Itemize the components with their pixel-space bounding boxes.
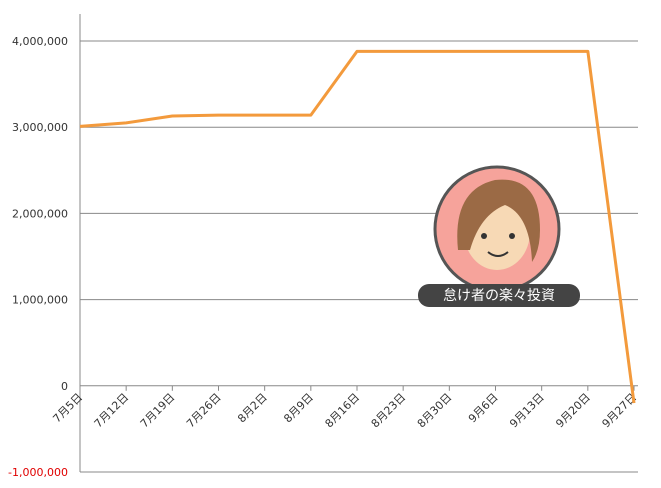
x-tick-label: 9月20日: [553, 391, 593, 431]
x-tick-label: 8月30日: [415, 391, 455, 431]
avatar-hair: [457, 179, 540, 262]
watermark: 怠け者の楽々投資: [418, 165, 580, 307]
x-tick-label: 8月9日: [281, 391, 316, 426]
y-tick-label: 4,000,000: [12, 35, 68, 48]
x-tick-label: 8月16日: [323, 391, 363, 431]
avatar-eye: [481, 233, 487, 239]
x-tick-label: 9月6日: [466, 391, 501, 426]
avatar-mouth: [487, 251, 509, 257]
x-tick-label: 7月12日: [92, 391, 132, 431]
avatar-eye: [509, 233, 515, 239]
y-tick-label: 2,000,000: [12, 207, 68, 220]
y-tick-label: 0: [61, 380, 68, 393]
x-tick-label: 8月23日: [369, 391, 409, 431]
y-tick-label: 3,000,000: [12, 121, 68, 134]
watermark-pill: [418, 284, 580, 307]
x-tick-label: 9月13日: [507, 391, 547, 431]
y-tick-label: -1,000,000: [8, 466, 68, 479]
x-tick-label: 7月19日: [138, 391, 178, 431]
y-tick-label: 1,000,000: [12, 294, 68, 307]
x-tick-label: 8月2日: [235, 391, 270, 426]
line: [79, 49, 636, 404]
x-tick-label: 7月26日: [184, 391, 224, 431]
watermark-text: 怠け者の楽々投資: [443, 288, 555, 304]
